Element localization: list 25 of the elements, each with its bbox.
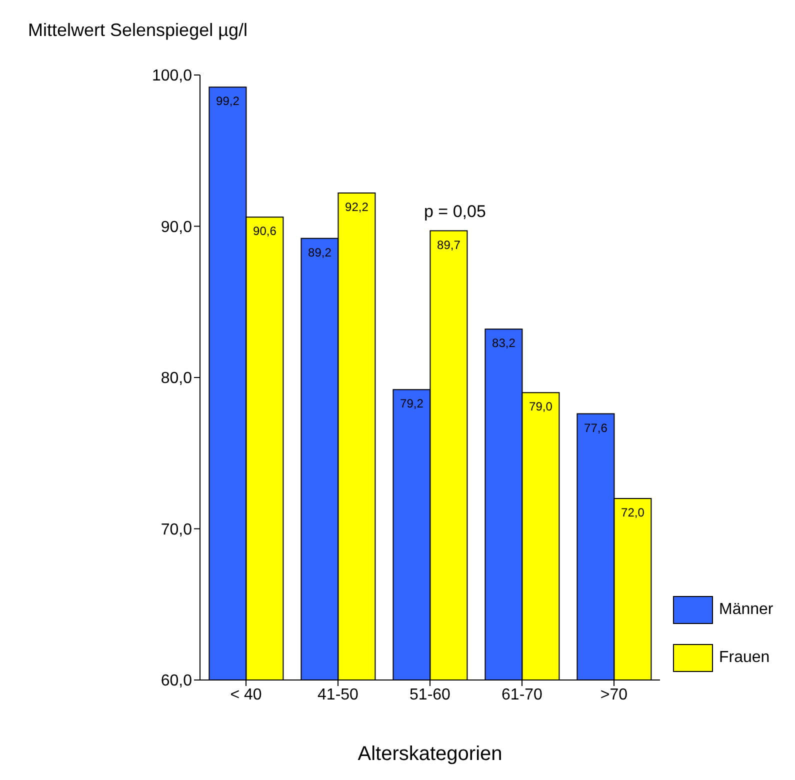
data-label: 92,2: [345, 200, 369, 214]
y-tick-label: 70,0: [160, 521, 192, 538]
data-label: 77,6: [584, 420, 608, 435]
x-tick-label: 61-70: [502, 686, 543, 704]
y-tick-label: 90,0: [160, 218, 192, 236]
data-label: 83,2: [492, 336, 516, 350]
data-label: 79,2: [400, 396, 424, 411]
x-tick-label: >70: [600, 686, 628, 704]
annotation: p = 0,05: [424, 202, 486, 222]
y-tick-label: 100,0: [152, 68, 192, 85]
y-tick-label: 60,0: [160, 672, 192, 690]
legend-label: Männer: [719, 601, 774, 619]
y-tick-label: 80,0: [160, 370, 192, 388]
data-label: 99,2: [216, 94, 240, 108]
data-label: 72,0: [621, 506, 645, 520]
chart-title: Mittelwert Selenspiegel µg/l: [28, 20, 248, 41]
data-label: 79,0: [529, 400, 553, 414]
x-tick-label: < 40: [230, 686, 262, 704]
data-label: 89,7: [437, 238, 461, 252]
legend-label: Frauen: [719, 649, 770, 667]
data-label: 89,2: [308, 245, 332, 260]
data-label: 90,6: [253, 224, 277, 238]
x-axis-title: Alterskategorien: [358, 743, 502, 765]
x-tick-label: 41-50: [318, 686, 359, 704]
x-tick-label: 51-60: [410, 686, 451, 704]
